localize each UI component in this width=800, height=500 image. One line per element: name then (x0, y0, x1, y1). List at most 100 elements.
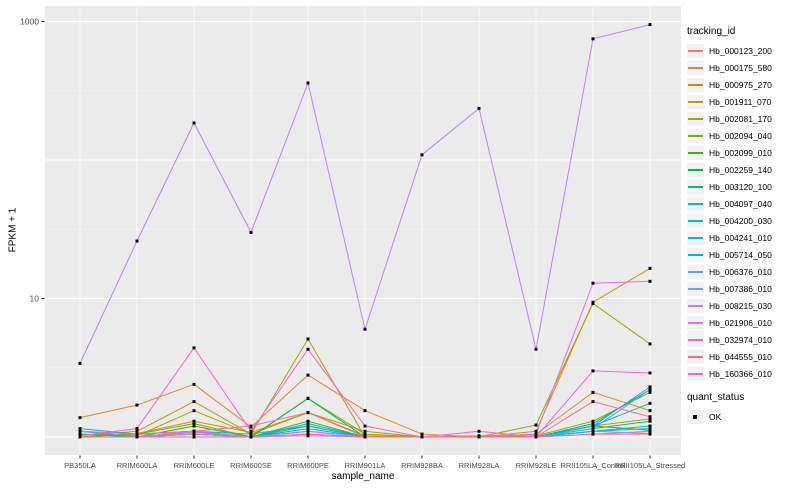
series-color-line (688, 50, 703, 52)
legend-item-label: Hb_004200_030 (709, 216, 772, 226)
legend-item-label: Hb_004241_010 (709, 233, 772, 243)
series-color-line (688, 135, 703, 137)
series-color-line (688, 101, 703, 103)
legend-item-label: Hb_003120_100 (709, 182, 772, 192)
svg-text:RRIM928LA: RRIM928LA (459, 461, 500, 470)
legend-item: Hb_004241_010 (687, 231, 800, 245)
series-color-line (688, 169, 703, 171)
legend-key-line (687, 248, 704, 262)
legend-key-line (687, 146, 704, 160)
legend-item-label: Hb_002099_010 (709, 148, 772, 158)
legend-item-label: Hb_044555_010 (709, 352, 772, 362)
legend-item-label: Hb_001911_070 (709, 97, 772, 107)
series-color-line (688, 373, 703, 375)
legend-item-label: Hb_032974_010 (709, 335, 772, 345)
legend-item: Hb_032974_010 (687, 333, 800, 347)
svg-text:PB350LA: PB350LA (64, 461, 96, 470)
legend-key-line (687, 78, 704, 92)
legend-item-label: Hb_160366_010 (709, 369, 772, 379)
legend-item: Hb_000175_580 (687, 61, 800, 75)
svg-text:10: 10 (30, 294, 40, 304)
legend-item-label: Hb_000123_200 (709, 46, 772, 56)
legend-item: Hb_002081_170 (687, 112, 800, 126)
legend-item-label: Hb_004097_040 (709, 199, 772, 209)
series-color-line (688, 254, 703, 256)
legend-key-line (687, 180, 704, 194)
y-axis-title: FPKM + 1 (7, 207, 19, 253)
legend-item-quant-ok: OK (687, 410, 800, 424)
series-color-line (688, 118, 703, 120)
legend-item-label: Hb_000975_270 (709, 80, 772, 90)
legend-key-line (687, 231, 704, 245)
svg-text:RRIM600PE: RRIM600PE (287, 461, 329, 470)
legend-item: Hb_001911_070 (687, 95, 800, 109)
series-color-line (688, 322, 703, 324)
series-color-line (688, 271, 703, 273)
legend-item: Hb_004097_040 (687, 197, 800, 211)
svg-text:1000: 1000 (20, 17, 39, 27)
legend-item: Hb_002094_040 (687, 129, 800, 143)
legend-key-line (687, 299, 704, 313)
legend-key-line (687, 316, 704, 330)
legend-item: Hb_005714_050 (687, 248, 800, 262)
legend-key-line (687, 112, 704, 126)
svg-text:RRII105LA_Control: RRII105LA_Control (560, 461, 625, 470)
legend-item-label: Hb_002094_040 (709, 131, 772, 141)
series-color-line (688, 339, 703, 341)
legend-key-line (687, 367, 704, 381)
legend-items: Hb_000123_200 Hb_000175_580 Hb_000975_270 H… (687, 44, 800, 381)
legend-key-line (687, 214, 704, 228)
legend-key-line (687, 282, 704, 296)
svg-text:RRIM928BA: RRIM928BA (401, 461, 443, 470)
legend-item: Hb_044555_010 (687, 350, 800, 364)
legend-item: Hb_008215_030 (687, 299, 800, 313)
legend-item: Hb_160366_010 (687, 367, 800, 381)
legend-item: Hb_003120_100 (687, 180, 800, 194)
legend-key-line (687, 350, 704, 364)
legend-title-quant-status: quant_status (687, 392, 745, 403)
legend-item: Hb_002099_010 (687, 146, 800, 160)
series-color-line (688, 356, 703, 358)
legend-item: Hb_006376_010 (687, 265, 800, 279)
legend-item: Hb_000975_270 (687, 78, 800, 92)
legend-item-label: Hb_000175_580 (709, 63, 772, 73)
legend-key-line (687, 197, 704, 211)
legend-key-line (687, 265, 704, 279)
svg-text:RRII105LA_Stressed: RRII105LA_Stressed (615, 461, 685, 470)
legend-item-label: OK (709, 412, 722, 422)
legend-item: Hb_007386_010 (687, 282, 800, 296)
legend-item-label: Hb_002081_170 (709, 114, 772, 124)
legend-key-line (687, 61, 704, 75)
legend-item-label: Hb_005714_050 (709, 250, 772, 260)
legend-title-tracking-id: tracking_id (687, 26, 736, 37)
legend: tracking_id Hb_000123_200 Hb_000175_580 Hb… (687, 26, 800, 427)
svg-text:RRIM600LE: RRIM600LE (174, 461, 215, 470)
series-color-line (688, 220, 703, 222)
svg-text:RRIM600SE: RRIM600SE (230, 461, 272, 470)
svg-text:RRIM600LA: RRIM600LA (117, 461, 158, 470)
ok-square-marker (693, 415, 697, 419)
legend-key-line (687, 163, 704, 177)
series-color-line (688, 186, 703, 188)
legend-item: Hb_002259_140 (687, 163, 800, 177)
svg-text:RRIM901LA: RRIM901LA (345, 461, 386, 470)
legend-item: Hb_021906_010 (687, 316, 800, 330)
legend-key-line (687, 95, 704, 109)
legend-item-label: Hb_008215_030 (709, 301, 772, 311)
series-color-line (688, 288, 703, 290)
x-axis-title: sample_name (331, 471, 395, 482)
legend-key-line (687, 129, 704, 143)
quant-ok-key (687, 410, 704, 424)
svg-text:RRIM928LE: RRIM928LE (516, 461, 557, 470)
legend-key-line (687, 44, 704, 58)
legend-item-label: Hb_007386_010 (709, 284, 772, 294)
legend-item-label: Hb_021906_010 (709, 318, 772, 328)
legend-item-label: Hb_002259_140 (709, 165, 772, 175)
series-color-line (688, 67, 703, 69)
series-color-line (688, 305, 703, 307)
series-color-line (688, 84, 703, 86)
legend-key-line (687, 333, 704, 347)
series-color-line (688, 152, 703, 154)
